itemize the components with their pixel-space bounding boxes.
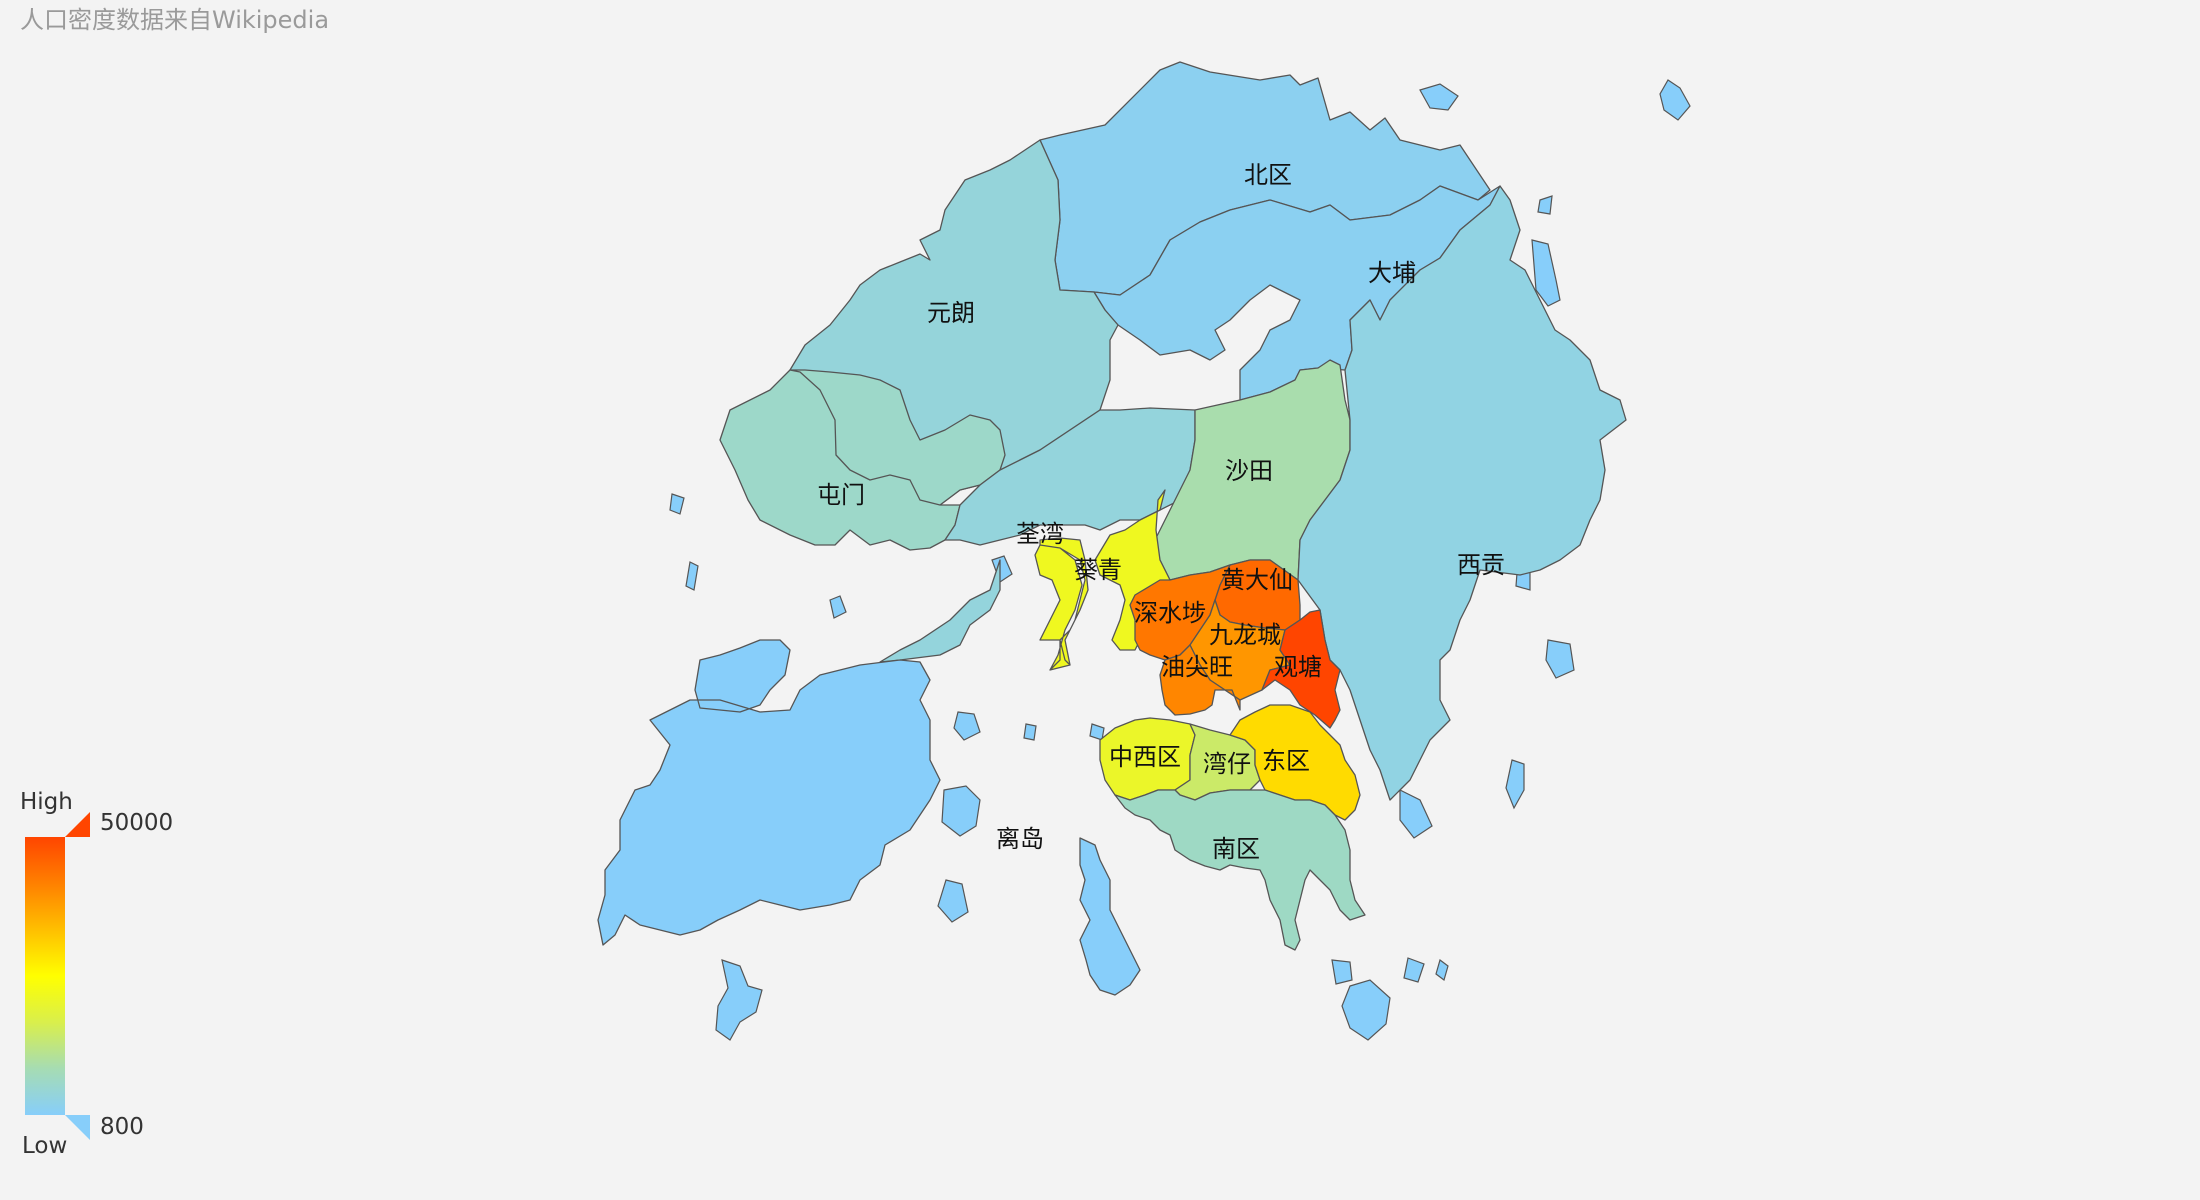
islet xyxy=(1435,958,1449,982)
islet xyxy=(1399,789,1433,839)
islet xyxy=(937,879,969,923)
district-kwun-tong[interactable] xyxy=(1261,609,1341,729)
islet xyxy=(1403,957,1425,983)
islet xyxy=(1341,979,1391,1041)
label-islands: 离岛 xyxy=(996,825,1044,853)
legend-min-value: 800 xyxy=(100,1114,144,1140)
legend-high-label: High xyxy=(20,789,73,815)
label-central-western: 中西区 xyxy=(1109,743,1181,771)
label-yuen-long: 元朗 xyxy=(927,299,975,327)
label-kwai-tsing: 葵青 xyxy=(1074,556,1122,584)
visual-map-legend: High 50000 800 Low xyxy=(0,0,200,1200)
label-north: 北区 xyxy=(1244,161,1292,189)
label-sai-kung: 西贡 xyxy=(1457,551,1505,579)
islet xyxy=(1545,639,1575,679)
district-southern[interactable] xyxy=(1114,789,1366,951)
label-eastern: 东区 xyxy=(1262,747,1310,775)
label-kowloon-city: 九龙城 xyxy=(1209,621,1281,649)
label-southern: 南区 xyxy=(1212,835,1260,863)
legend-max-handle[interactable] xyxy=(65,812,90,837)
label-sha-tin: 沙田 xyxy=(1225,457,1273,485)
label-wong-tai-sin: 黄大仙 xyxy=(1221,566,1293,594)
map-subtitle: 人口密度数据来自Wikipedia xyxy=(20,6,330,34)
district-labels: 北区 大埔 元朗 屯门 沙田 荃湾 葵青 西贡 黄大仙 深水埗 九龙城 观塘 油… xyxy=(817,161,1505,863)
district-eastern[interactable] xyxy=(1229,704,1361,821)
islet xyxy=(941,785,981,837)
islet xyxy=(1531,239,1561,307)
label-kwun-tong: 观塘 xyxy=(1274,653,1322,681)
islet xyxy=(685,561,699,591)
legend-min-handle[interactable] xyxy=(65,1115,90,1140)
label-yau-tsim-mong: 油尖旺 xyxy=(1161,653,1233,681)
islet xyxy=(1505,759,1525,810)
legend-max-value: 50000 xyxy=(100,810,174,836)
islet xyxy=(1659,79,1691,121)
islet xyxy=(953,711,981,741)
label-tai-po: 大埔 xyxy=(1368,259,1416,287)
label-tsuen-wan: 荃湾 xyxy=(1016,520,1064,548)
islet xyxy=(669,493,685,515)
label-sham-shui-po: 深水埗 xyxy=(1134,599,1206,627)
islet xyxy=(715,959,763,1041)
districts-layer xyxy=(597,61,1627,996)
islet xyxy=(829,595,847,619)
islet xyxy=(1419,83,1459,111)
district-islands[interactable] xyxy=(597,639,1141,996)
district-yau-tsim-mong[interactable] xyxy=(1159,644,1241,716)
islet xyxy=(1023,723,1037,741)
legend-gradient-bar[interactable] xyxy=(25,837,65,1115)
islet xyxy=(1537,195,1553,215)
label-wan-chai: 湾仔 xyxy=(1203,750,1251,778)
label-tuen-mun: 屯门 xyxy=(817,481,865,509)
legend-low-label: Low xyxy=(22,1133,68,1159)
islet xyxy=(1089,723,1105,741)
islet xyxy=(1331,959,1353,985)
